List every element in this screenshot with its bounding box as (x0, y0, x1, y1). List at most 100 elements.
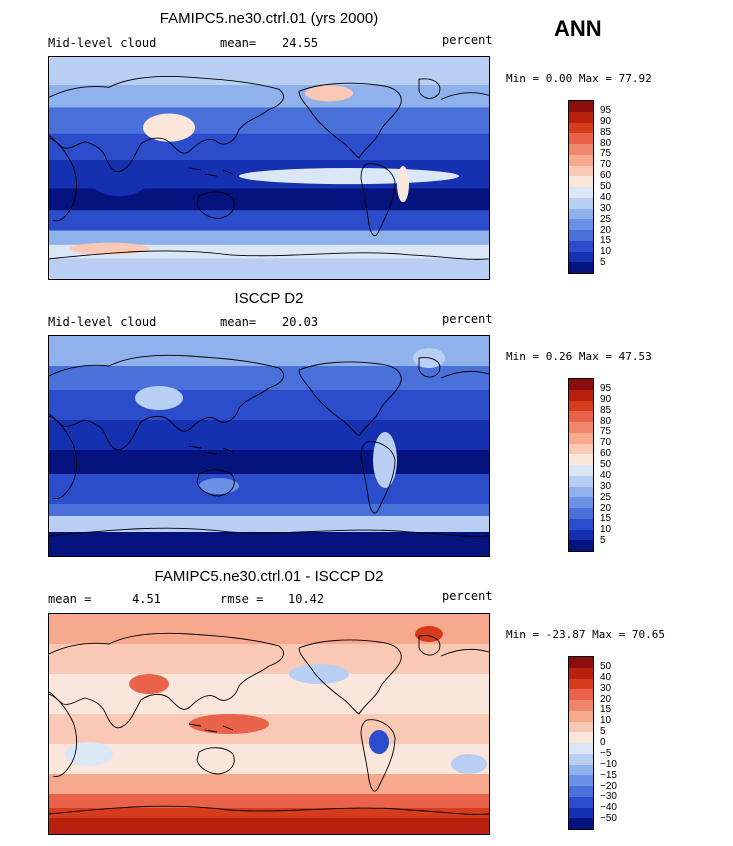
panel-1-colorbar (568, 100, 594, 274)
map-field-band (49, 674, 489, 714)
map-field-band (49, 794, 489, 808)
colorbar-tick-label: 10 (600, 524, 612, 536)
coastline (49, 415, 78, 499)
coastline (49, 137, 78, 222)
map-field-region (289, 664, 349, 684)
colorbar-swatch (569, 187, 593, 198)
colorbar-tick-label: −10 (600, 758, 617, 770)
panel-1-minmax: Min = 0.00 Max = 77.92 (506, 72, 652, 85)
map-field-region (135, 386, 183, 410)
panel-3-map (48, 613, 490, 835)
colorbar-tick-label: 70 (600, 159, 612, 171)
colorbar-tick-label: −30 (600, 791, 617, 803)
panel-1-title: FAMIPC5.ne30.ctrl.01 (yrs 2000) (159, 10, 379, 27)
colorbar-swatch (569, 743, 593, 754)
colorbar-swatch (569, 111, 593, 123)
panel-3-colorbar (568, 656, 594, 830)
colorbar-tick-label: −20 (600, 780, 617, 792)
panel-3-mean-label: mean = (48, 592, 92, 606)
colorbar-swatch (569, 230, 593, 241)
colorbar-swatch (569, 422, 593, 433)
colorbar-tick-label: 15 (600, 513, 612, 525)
map-field-region (129, 674, 169, 694)
colorbar-swatch (569, 689, 593, 700)
coastline (440, 648, 489, 657)
coastline (49, 805, 489, 815)
map-field-region (89, 159, 149, 197)
colorbar-swatch (569, 486, 593, 498)
coastline (440, 92, 489, 100)
map-field-region (189, 714, 269, 734)
colorbar-swatch (569, 678, 593, 690)
coastline (298, 361, 402, 437)
colorbar-swatch (569, 219, 593, 230)
panel-3-map-canvas (49, 614, 489, 834)
coastline (298, 82, 402, 159)
panel-3-unit: percent (442, 589, 493, 603)
panel-2-minmax: Min = 0.26 Max = 47.53 (506, 350, 652, 363)
map-field-band (49, 210, 489, 231)
coastline (188, 723, 234, 733)
map-field-region (305, 85, 353, 102)
panel-2-map-canvas (49, 336, 489, 556)
panel-2-variable-label: Mid-level cloud (48, 315, 157, 329)
map-field-region (143, 113, 195, 142)
colorbar-swatch (569, 454, 593, 465)
map-field-region (415, 626, 443, 642)
colorbar-tick-label: 20 (600, 224, 612, 236)
panel-3-colorbar-labels: 50 40 30 20 15 10 5 0 −5 −10 −15 −20 −30 −40 −50 (600, 656, 640, 830)
map-field-band (49, 420, 489, 450)
panel-2-mean-value: 20.03 (282, 315, 319, 329)
colorbar-swatch (569, 197, 593, 209)
colorbar-swatch (569, 144, 593, 155)
coastline (196, 747, 235, 775)
panel-1-map-canvas (49, 57, 489, 279)
coastline (360, 441, 396, 514)
colorbar-tick-label: 40 (600, 671, 612, 683)
colorbar-tick-label: 5 (600, 535, 606, 547)
colorbar-swatch (569, 208, 593, 220)
panel-2-map (48, 335, 490, 557)
colorbar-swatch (569, 262, 593, 273)
map-field-region (451, 754, 487, 774)
map-field-band (49, 808, 489, 818)
map-field-band (49, 107, 489, 134)
coastline (360, 163, 396, 237)
panel-1-mean-value: 24.55 (282, 36, 319, 50)
panel-1-variable-label: Mid-level cloud (48, 36, 157, 50)
colorbar-swatch (569, 497, 593, 508)
colorbar-tick-label: 10 (600, 715, 612, 727)
colorbar-swatch (569, 764, 593, 776)
coastline (49, 250, 489, 260)
coastline (49, 632, 284, 729)
map-field-band (49, 366, 489, 390)
colorbar-tick-label: 75 (600, 148, 612, 160)
coastline (418, 635, 441, 656)
colorbar-swatch (569, 411, 593, 422)
coastline (188, 445, 234, 455)
colorbar-swatch (569, 786, 593, 797)
colorbar-tick-label: 80 (600, 137, 612, 149)
colorbar-tick-label: 50 (600, 181, 612, 192)
colorbar-tick-label: 95 (600, 382, 612, 394)
map-field-band (49, 244, 489, 259)
colorbar-tick-label: 30 (600, 202, 612, 214)
colorbar-swatch (569, 753, 593, 765)
map-field-band (49, 818, 489, 834)
colorbar-swatch (569, 721, 593, 733)
coastline (196, 469, 235, 497)
colorbar-swatch (569, 508, 593, 519)
map-field-band (49, 504, 489, 516)
colorbar-swatch (569, 710, 593, 722)
map-field-region (373, 432, 397, 488)
colorbar-swatch (569, 379, 593, 390)
colorbar-swatch (569, 443, 593, 455)
map-field-band (49, 644, 489, 674)
colorbar-swatch (569, 732, 593, 743)
colorbar-swatch (569, 818, 593, 829)
colorbar-swatch (569, 775, 593, 786)
colorbar-tick-label: 25 (600, 213, 612, 225)
map-field-band (49, 450, 489, 474)
colorbar-tick-label: 85 (600, 404, 612, 416)
colorbar-swatch (569, 400, 593, 412)
